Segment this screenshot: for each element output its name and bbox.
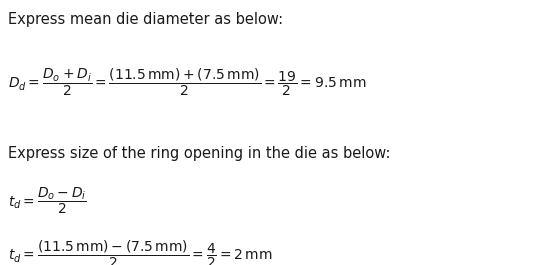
Text: $D_{d} = \dfrac{D_{o}+D_{i}}{2} = \dfrac{(11.5\,\mathrm{mm})+(7.5\,\mathrm{mm})}: $D_{d} = \dfrac{D_{o}+D_{i}}{2} = \dfrac…: [8, 66, 366, 98]
Text: $t_{d} = \dfrac{(11.5\,\mathrm{mm})-(7.5\,\mathrm{mm})}{2} = \dfrac{4}{2} = 2\,\: $t_{d} = \dfrac{(11.5\,\mathrm{mm})-(7.5…: [8, 238, 272, 265]
Text: Express size of the ring opening in the die as below:: Express size of the ring opening in the …: [8, 146, 391, 161]
Text: Express mean die diameter as below:: Express mean die diameter as below:: [8, 12, 283, 27]
Text: $t_{d} = \dfrac{D_{o}-D_{i}}{2}$: $t_{d} = \dfrac{D_{o}-D_{i}}{2}$: [8, 186, 87, 216]
